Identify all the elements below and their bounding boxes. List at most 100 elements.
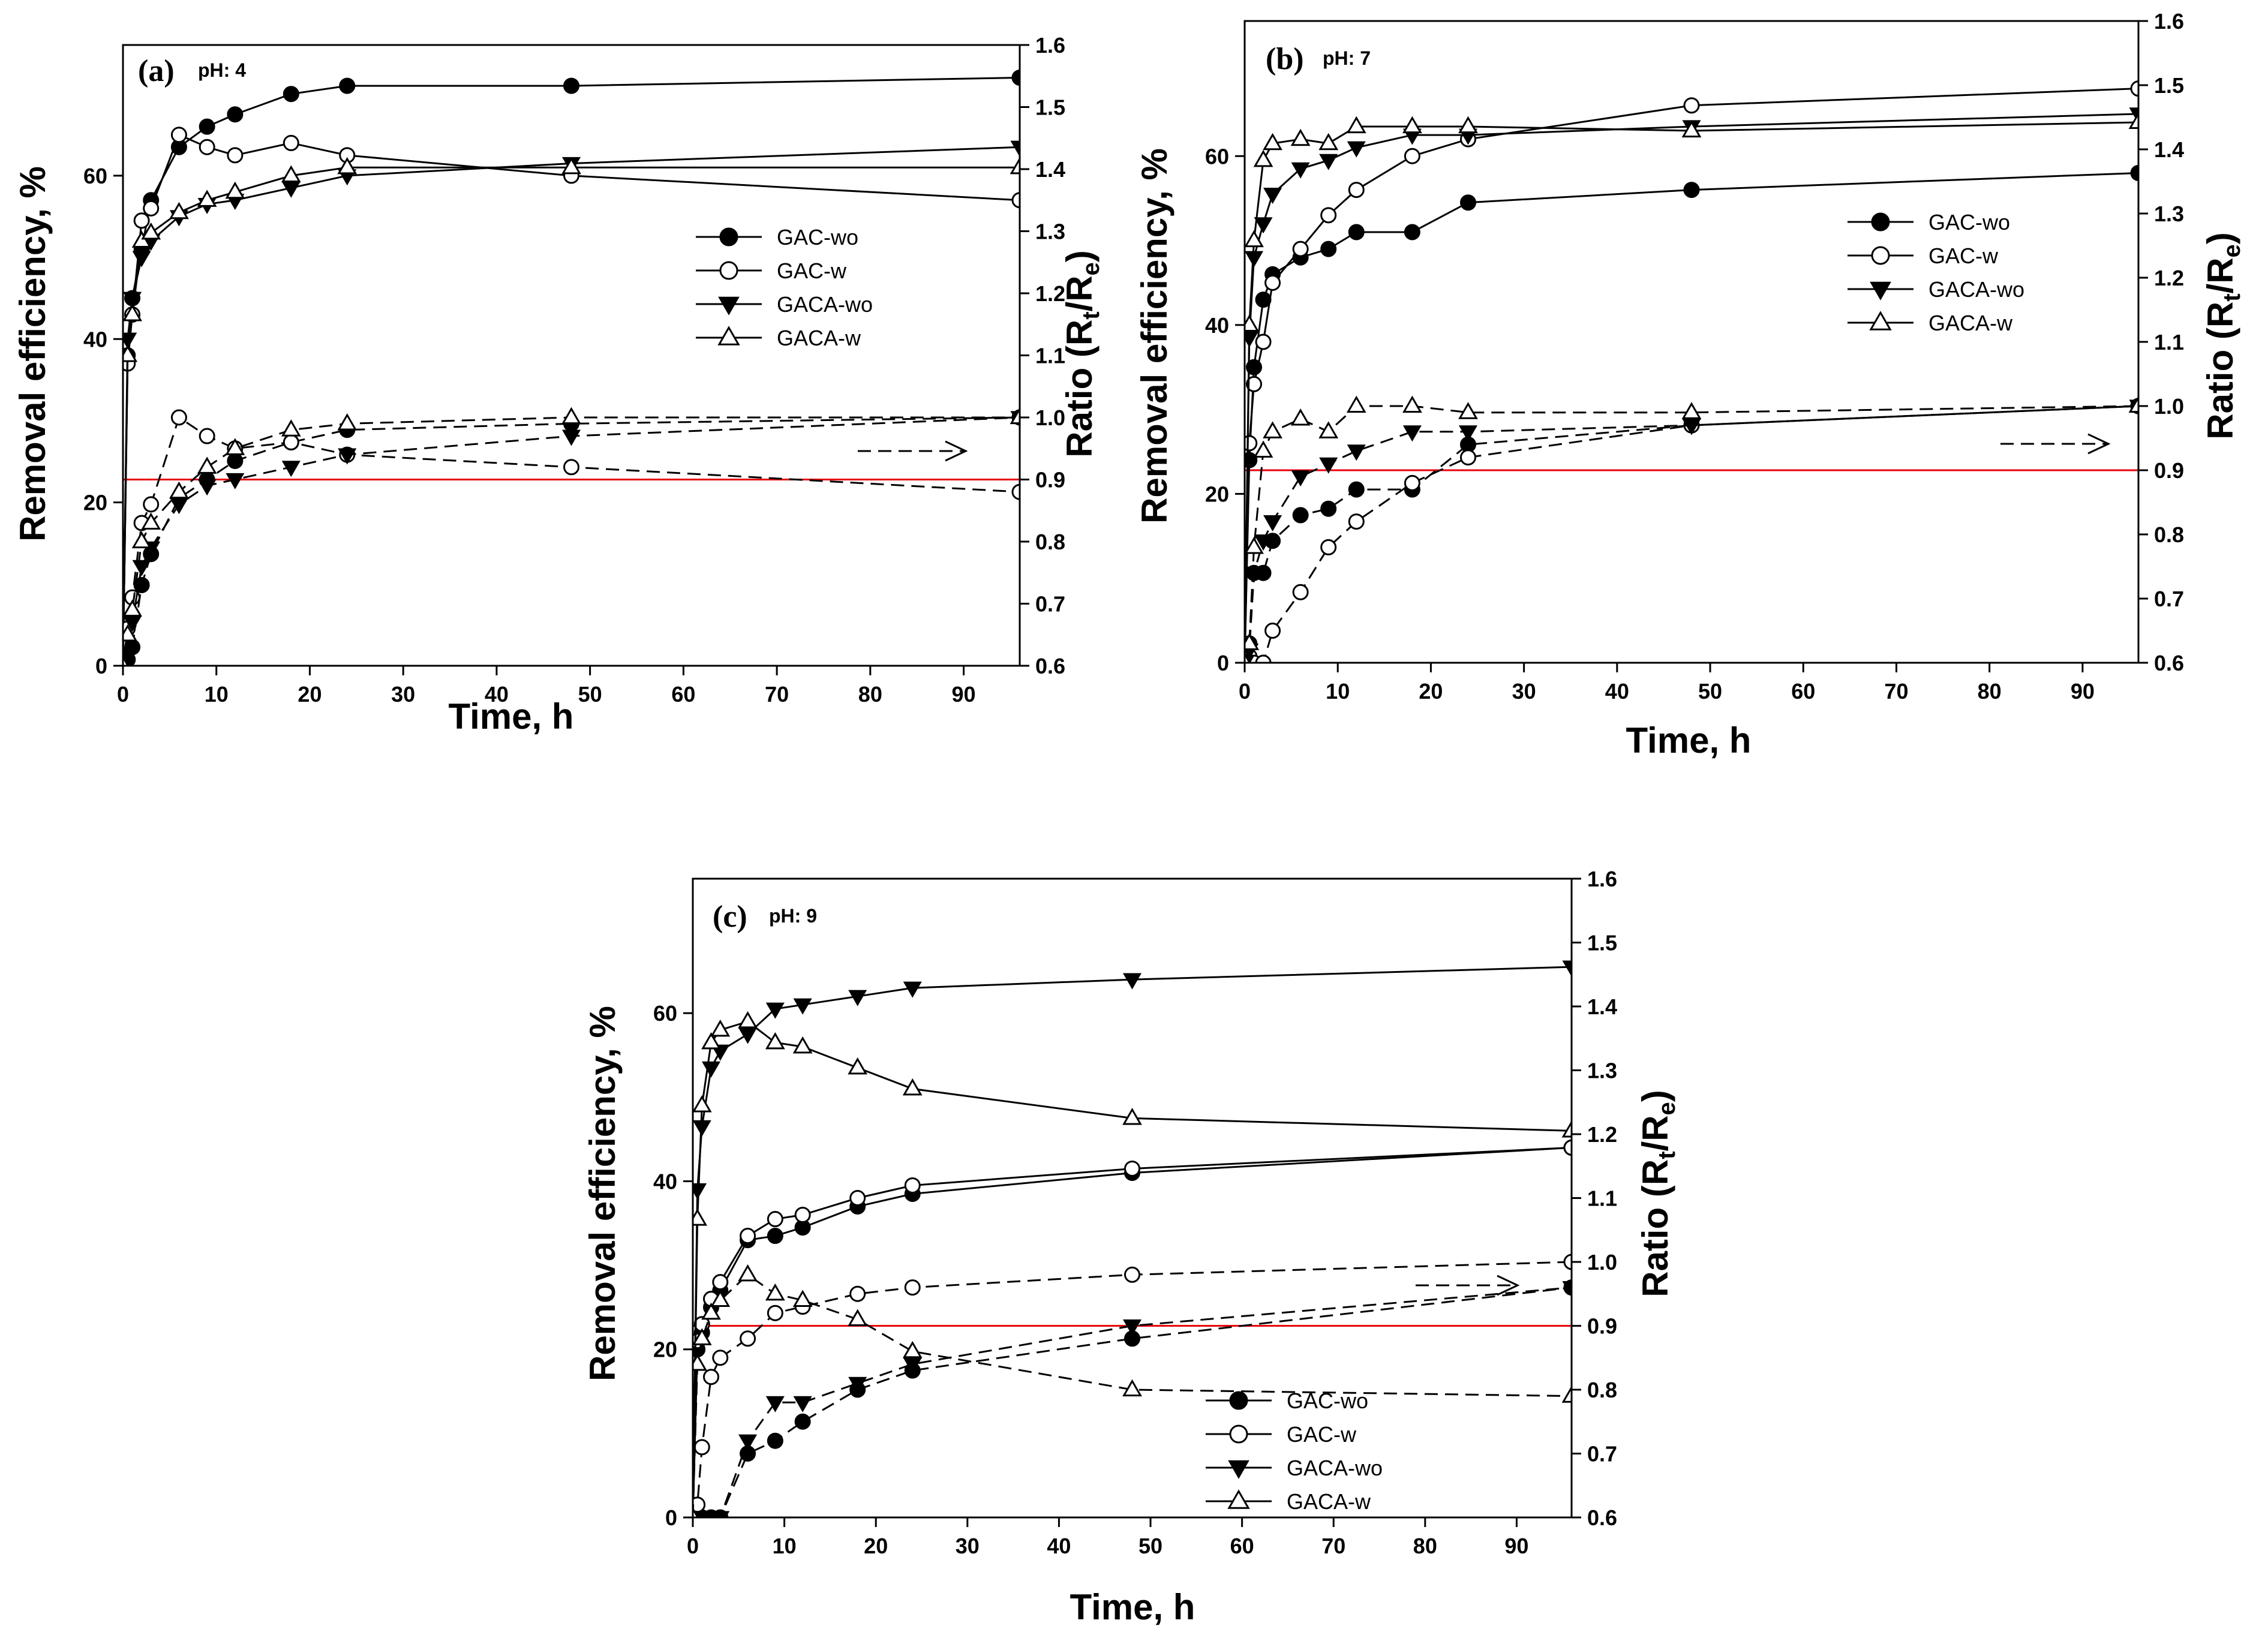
data-point [710,1019,731,1037]
y-tick-label: 40 [1205,313,1229,338]
data-point [197,479,217,496]
data-point [2128,112,2138,130]
data-point [1348,224,1365,241]
y-tick-label: 60 [653,1001,677,1026]
y2-tick-label: 0.8 [2154,522,2184,547]
data-point [902,1078,923,1096]
y2-tick-label: 0.9 [1035,468,1065,492]
data-point [1254,217,1273,234]
legend-label: GACA-wo [777,292,873,317]
data-point [903,981,922,998]
data-point [1683,182,1700,199]
data-point [1245,652,1251,663]
data-point [693,1328,712,1345]
plot-frame [122,44,1021,667]
data-point [1319,154,1338,170]
data-point [1254,534,1273,551]
ph-label: pH: 9 [769,905,817,927]
data-point [197,456,217,474]
data-point [283,134,299,151]
series-line-gac-wo-ratio [693,1287,1572,1517]
data-point [199,118,215,135]
data-point [1320,241,1337,257]
data-point [693,1209,708,1226]
data-point [792,1036,813,1054]
y-tick-label: 60 [83,164,107,188]
data-point [1264,274,1281,291]
y2-tick-label: 1.2 [1587,1122,1617,1147]
data-point [123,655,130,666]
data-point [1245,566,1264,583]
data-point [1320,207,1337,224]
series-line-gaca-wo-ratio [123,416,1020,666]
y2-tick-label: 0.7 [1035,592,1065,617]
data-point [169,481,189,499]
series-line-gaca-w [693,1020,1572,1517]
data-point [131,230,152,248]
data-point [1124,1266,1140,1283]
data-point [1263,188,1282,205]
data-point [281,461,301,477]
y2-tick-label: 1.1 [1035,344,1065,368]
data-point [169,202,189,220]
y2-tick-label: 1.3 [2154,202,2184,226]
y2-tick-label: 1.1 [2154,330,2184,354]
x-tick-label: 50 [578,682,602,707]
data-point [904,1177,921,1194]
data-point [693,1353,708,1371]
data-point [1122,1319,1142,1336]
data-point [143,496,160,513]
data-point [1681,120,1702,138]
data-point [794,1413,811,1430]
x-tick-label: 90 [1504,1534,1528,1558]
data-point [1402,395,1422,413]
data-point [1245,230,1264,248]
legend-label: GACA-w [1928,311,2013,335]
y2-tick-label: 0.8 [1587,1378,1617,1402]
series-line-gac-wo-ratio [123,416,1020,666]
data-point [1122,973,1142,990]
legend-marker [717,326,740,345]
legend: GAC-wo GAC-w GACA-wo GACA-w [1848,210,2024,335]
y2-tick-label: 0.7 [2154,587,2184,611]
x-tick-label: 50 [1698,679,1722,704]
data-point [225,181,245,199]
series-line-gaca-wo [123,146,1020,666]
legend: GAC-wo GAC-w GACA-wo GACA-w [696,225,873,350]
y-axis-title: Removal efficiency, % [13,166,53,542]
data-point [1011,483,1020,500]
y2-tick-label: 0.7 [1587,1442,1617,1466]
x-tick-label: 20 [864,1534,888,1558]
x-tick-label: 40 [485,682,509,707]
data-point [1561,1385,1572,1403]
legend-marker [1228,1460,1249,1479]
data-point [793,998,812,1015]
y2-tick-label: 1.1 [1587,1186,1617,1211]
legend-label: GAC-w [1928,244,1999,268]
legend-marker [1229,1424,1248,1444]
data-point [849,1190,866,1206]
data-point [1011,69,1020,86]
data-point [767,1432,783,1449]
data-point [738,1264,758,1282]
data-point [133,576,150,593]
legend-marker [1869,311,1892,330]
x-tick-label: 60 [1791,679,1815,704]
legend-label: GACA-w [777,326,861,350]
data-point [1291,162,1310,179]
data-point [1291,470,1310,487]
arrow-head-icon [2087,433,2111,455]
data-point [141,512,161,530]
y2-tick-label: 0.8 [1035,530,1065,554]
legend-marker [719,261,738,280]
y2-tick-label: 0.6 [1587,1505,1617,1530]
x-tick-label: 80 [1413,1534,1437,1558]
data-point [848,990,867,1006]
ph-label: pH: 4 [198,59,246,81]
series-line-gaca-w-ratio [123,416,1020,666]
data-point [903,1357,922,1374]
data-point [283,434,299,450]
data-point [197,190,217,207]
data-point [1683,97,1700,114]
